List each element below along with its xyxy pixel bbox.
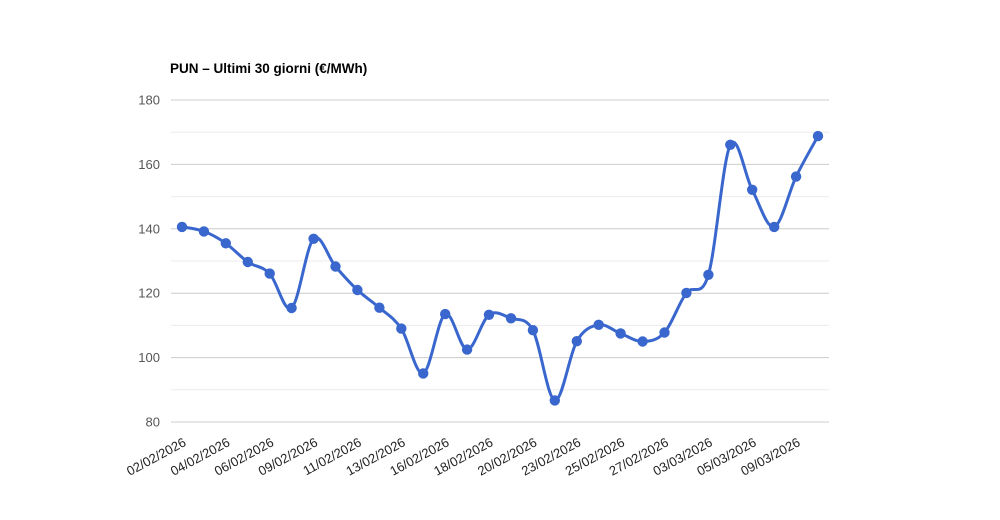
data-point[interactable] [769,221,780,233]
data-point[interactable] [374,302,385,313]
y-axis-tick-label: 180 [138,93,160,108]
data-point[interactable] [812,130,824,142]
data-point[interactable] [286,302,297,314]
y-axis-tick-label: 120 [138,286,160,301]
data-point[interactable] [549,395,560,406]
data-point[interactable] [440,308,451,320]
data-point[interactable] [396,323,407,334]
data-point[interactable] [505,313,517,324]
series-line [180,134,820,402]
y-axis-tick-label: 160 [138,157,160,172]
data-point[interactable] [615,328,626,339]
data-point[interactable] [242,256,253,268]
data-point[interactable] [637,336,648,347]
y-axis-tick-label: 100 [138,350,160,365]
data-point[interactable] [220,238,231,249]
data-point[interactable] [593,319,604,330]
chart-title: PUN – Ultimi 30 giorni (€/MWh) [170,61,368,76]
data-point[interactable] [747,184,758,195]
data-point[interactable] [483,309,495,320]
data-point[interactable] [681,287,692,299]
data-point[interactable] [571,336,582,347]
data-point[interactable] [418,368,429,379]
y-axis-tick-label: 80 [146,415,160,430]
data-point[interactable] [659,327,670,338]
data-point[interactable] [703,269,714,280]
data-point[interactable] [790,171,802,182]
data-point[interactable] [461,344,473,355]
data-point[interactable] [308,233,319,244]
data-point[interactable] [352,284,363,296]
data-point[interactable] [198,226,210,237]
data-point[interactable] [725,139,736,150]
y-axis-tick-label: 140 [138,221,160,236]
data-point[interactable] [176,221,188,233]
data-point[interactable] [527,325,539,336]
data-point[interactable] [330,261,341,272]
data-point[interactable] [264,268,275,279]
